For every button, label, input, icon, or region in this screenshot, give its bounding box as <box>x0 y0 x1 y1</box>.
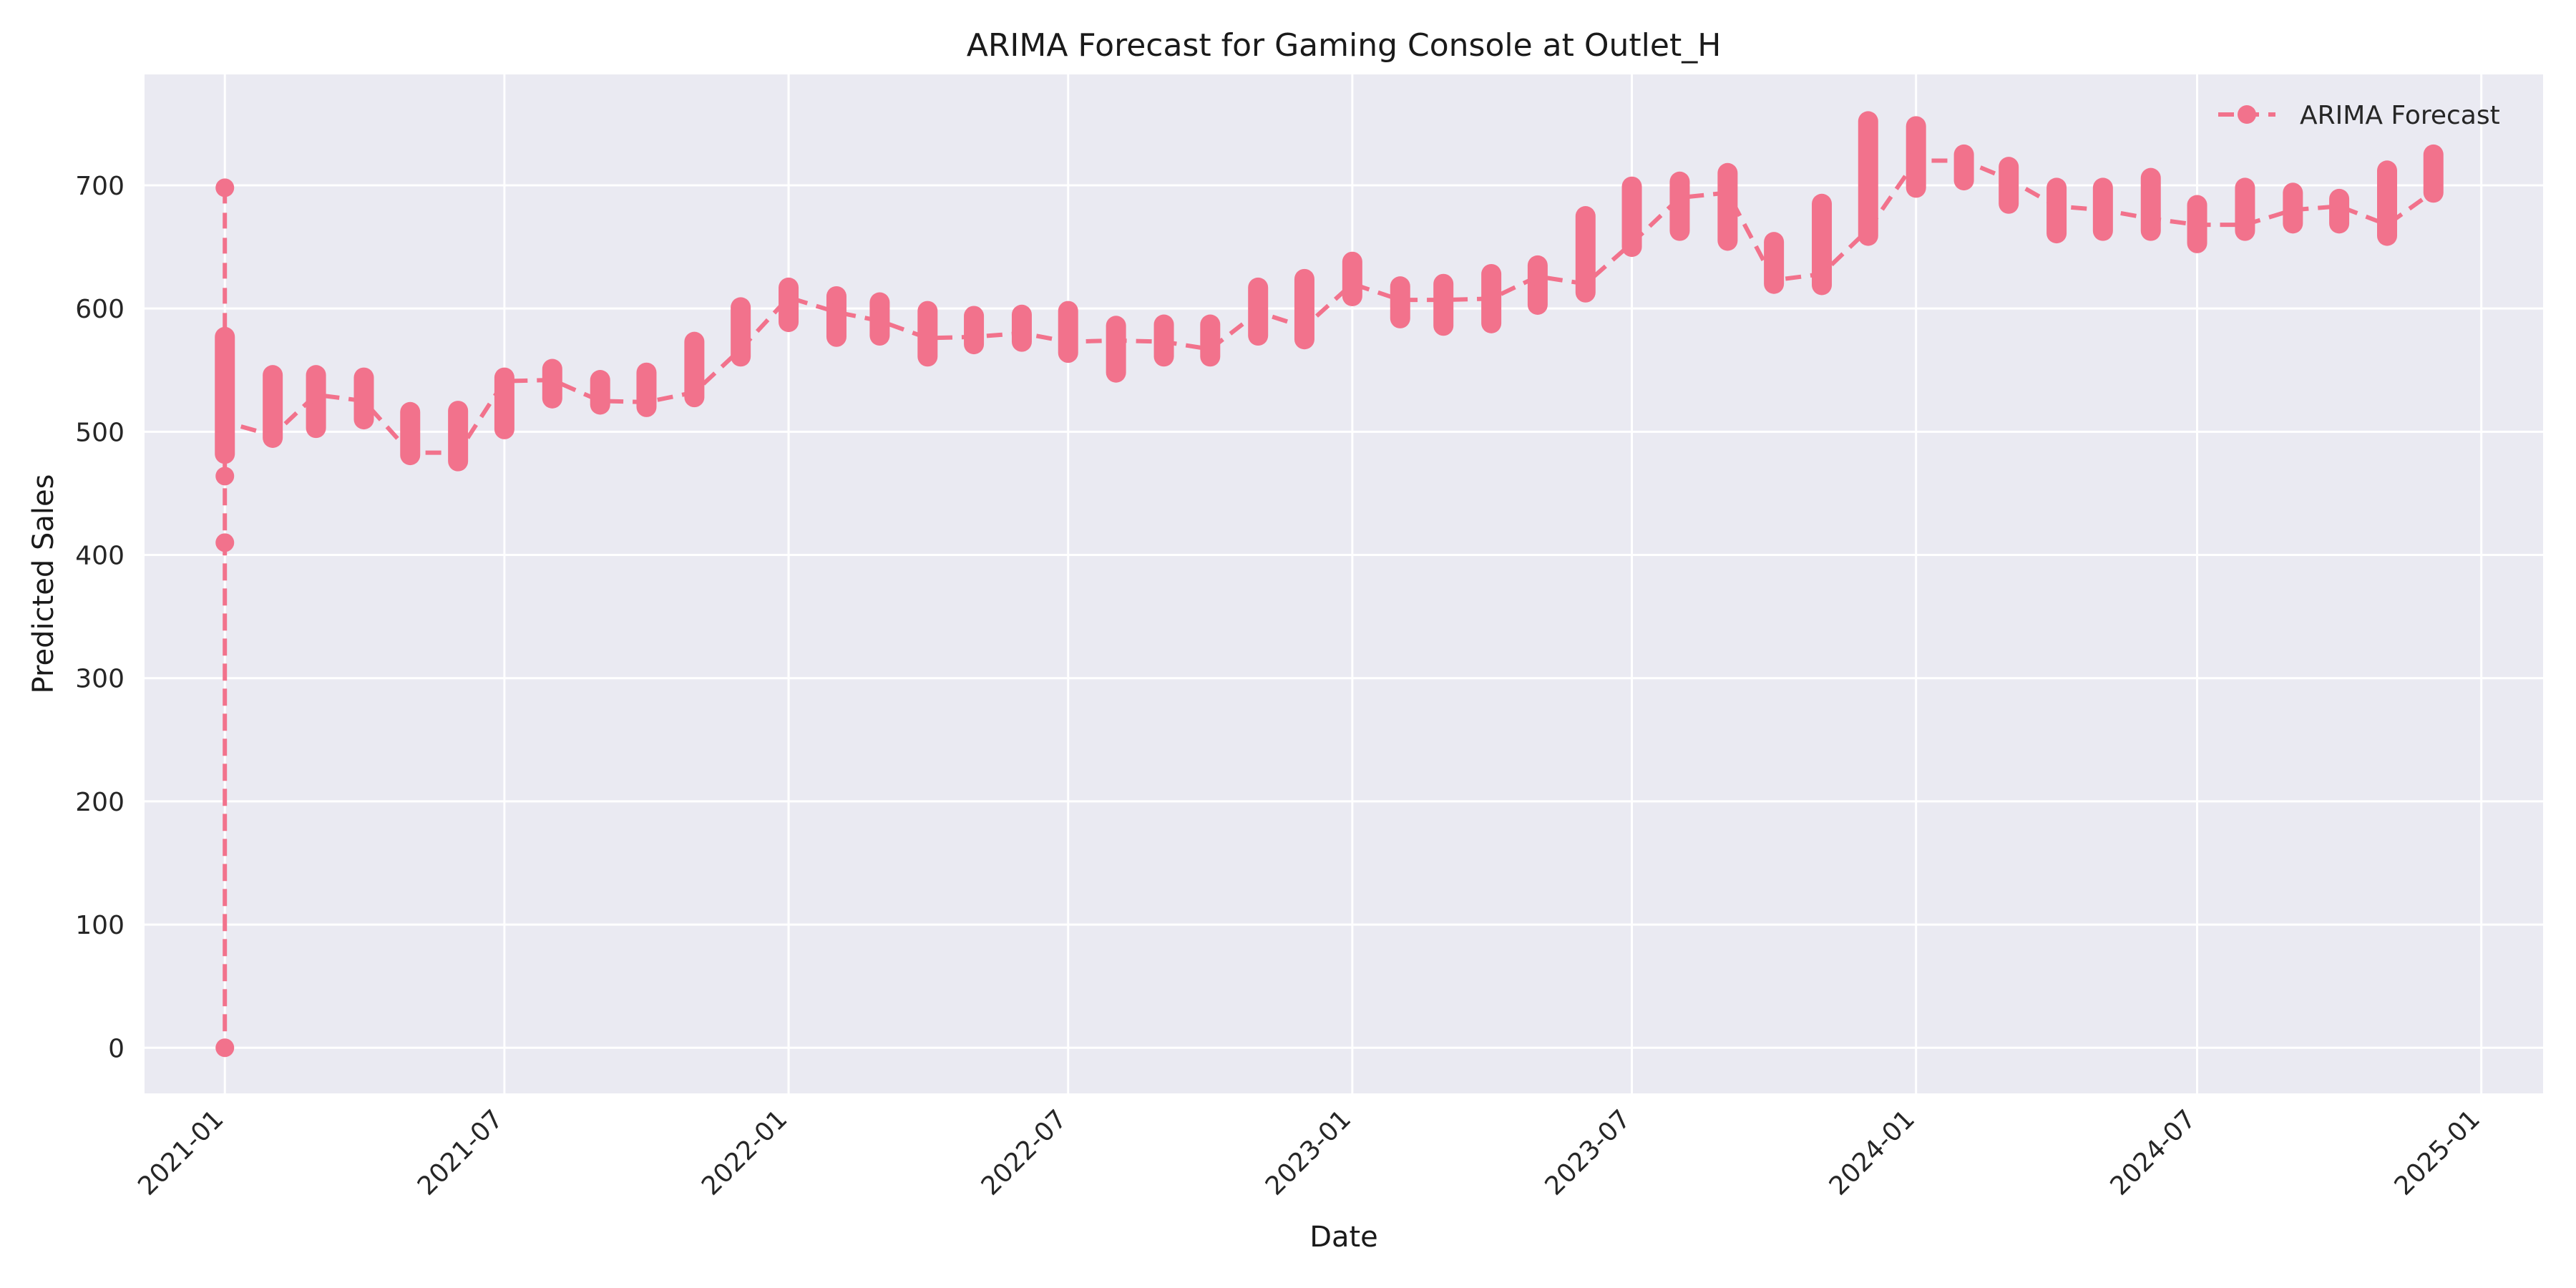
data-point <box>1342 274 1362 293</box>
data-point <box>965 327 984 346</box>
data-point <box>1576 274 1595 293</box>
data-point <box>1106 331 1126 350</box>
data-point <box>1718 183 1737 203</box>
data-point <box>1670 188 1689 208</box>
data-point <box>1858 220 1878 239</box>
data-point <box>1201 339 1220 358</box>
data-point <box>590 391 610 411</box>
data-point <box>1906 151 1926 170</box>
data-point <box>1249 303 1268 322</box>
data-point <box>918 328 937 348</box>
data-point <box>1528 267 1547 286</box>
data-point <box>494 371 514 391</box>
data-point <box>870 311 889 331</box>
data-point <box>1813 264 1832 283</box>
data-point <box>1154 332 1174 351</box>
data-point <box>215 533 235 552</box>
series-line <box>223 158 2435 1050</box>
data-point <box>1482 289 1501 308</box>
data-point <box>215 467 235 486</box>
data-point <box>215 412 235 431</box>
y-axis-label: Predicted Sales <box>27 474 60 694</box>
y-tick-label: 100 <box>75 911 125 940</box>
data-point <box>685 383 704 402</box>
y-tick-label: 600 <box>75 295 125 324</box>
data-point <box>2141 209 2160 228</box>
y-tick-label: 300 <box>75 665 125 694</box>
y-tick-label: 400 <box>75 542 125 571</box>
data-point <box>1999 170 2019 189</box>
data-point <box>449 443 468 462</box>
data-point <box>2378 215 2397 235</box>
data-point <box>1390 291 1410 310</box>
y-tick-label: 500 <box>75 418 125 447</box>
data-point <box>2235 215 2255 235</box>
series-layer <box>215 111 2444 1058</box>
data-point <box>1765 270 1784 290</box>
data-point <box>1012 323 1031 343</box>
data-point <box>826 303 846 322</box>
y-tick-label: 200 <box>75 788 125 817</box>
y-tick-label: 700 <box>75 172 125 201</box>
data-point <box>1294 317 1314 336</box>
data-point <box>2187 215 2207 235</box>
data-point <box>2093 200 2112 220</box>
data-point <box>1622 233 1641 253</box>
data-point <box>542 371 562 390</box>
chart-title: ARIMA Forecast for Gaming Console at Out… <box>967 27 1722 64</box>
data-point <box>215 1038 235 1058</box>
data-point <box>1058 332 1078 351</box>
data-point <box>2330 197 2349 216</box>
legend-label: ARIMA Forecast <box>2300 101 2500 130</box>
data-point <box>2047 197 2067 216</box>
data-point <box>731 339 751 358</box>
data-point <box>2424 182 2443 201</box>
y-tick-label: 0 <box>108 1034 125 1063</box>
x-axis-label: Date <box>1309 1221 1378 1254</box>
data-point <box>401 443 420 462</box>
data-point <box>306 385 326 404</box>
data-point <box>263 426 283 445</box>
data-point <box>1434 291 1453 310</box>
data-point <box>215 178 235 197</box>
data-point <box>2283 200 2303 220</box>
data-point <box>354 391 374 411</box>
legend: ARIMA Forecast <box>2218 101 2500 130</box>
legend-marker <box>2238 105 2256 124</box>
data-point <box>779 288 799 307</box>
data-point <box>637 393 656 412</box>
data-point <box>1954 151 1974 170</box>
